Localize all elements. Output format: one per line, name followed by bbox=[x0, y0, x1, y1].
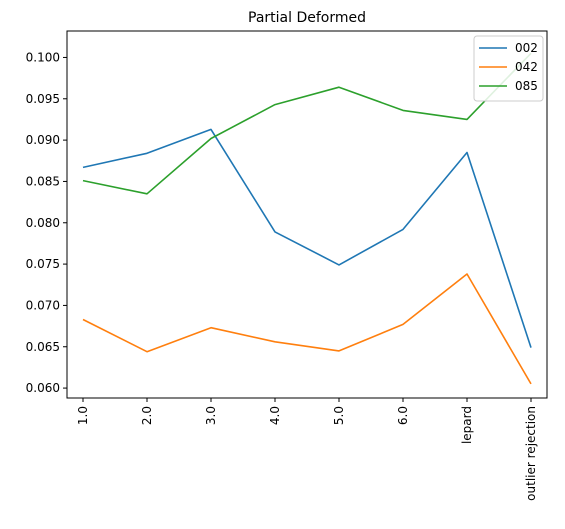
x-tick-label: outlier rejection bbox=[524, 406, 538, 501]
x-tick-label: lepard bbox=[460, 406, 474, 444]
y-axis: 0.060 0.065 0.070 0.075 0.080 0.085 0.090 0.095… bbox=[26, 50, 67, 395]
x-tick-label: 2.0 bbox=[140, 406, 154, 425]
x-tick-label: 4.0 bbox=[268, 406, 282, 425]
y-tick-label: 0.065 bbox=[26, 340, 60, 354]
x-tick-label: 3.0 bbox=[204, 406, 218, 425]
x-tick-label: 5.0 bbox=[332, 406, 346, 425]
x-tick-label: 1.0 bbox=[76, 406, 90, 425]
y-tick-label: 0.075 bbox=[26, 257, 60, 271]
y-tick-label: 0.080 bbox=[26, 216, 60, 230]
chart-title: Partial Deformed bbox=[248, 10, 366, 26]
y-tick-label: 0.085 bbox=[26, 174, 60, 188]
x-tick-label: 6.0 bbox=[396, 406, 410, 425]
series-line-002 bbox=[83, 129, 531, 347]
y-tick-label: 0.070 bbox=[26, 298, 60, 312]
plot-lines bbox=[83, 53, 531, 384]
y-tick-label: 0.095 bbox=[26, 92, 60, 106]
legend: 002 042 085 bbox=[474, 36, 543, 101]
legend-label: 085 bbox=[515, 79, 538, 93]
y-tick-label: 0.090 bbox=[26, 133, 60, 147]
y-tick-label: 0.100 bbox=[26, 50, 60, 64]
series-line-085 bbox=[83, 53, 531, 194]
legend-label: 042 bbox=[515, 60, 538, 74]
x-axis: 1.0 2.0 3.0 4.0 5.0 6.0 lepard outlier rejectio… bbox=[76, 398, 538, 501]
series-line-042 bbox=[83, 274, 531, 384]
y-tick-label: 0.060 bbox=[26, 381, 60, 395]
legend-label: 002 bbox=[515, 41, 538, 55]
